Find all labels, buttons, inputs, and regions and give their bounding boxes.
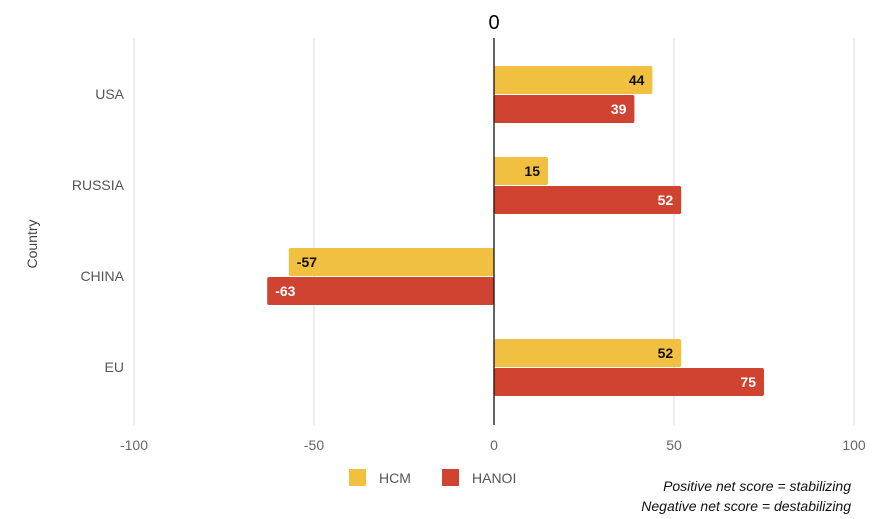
note-positive: Positive net score = stabilizing (663, 478, 851, 494)
x-tick-label: -100 (120, 437, 148, 453)
bar-hanoi (494, 186, 682, 214)
data-label: -63 (275, 283, 295, 299)
zero-annotation: 0 (488, 12, 499, 34)
legend-swatch-hanoi (442, 469, 459, 486)
bar-hcm (494, 339, 682, 367)
x-tick-label: 0 (490, 437, 498, 453)
data-label: 75 (740, 374, 756, 390)
bar-hcm (494, 66, 653, 94)
legend: HCM HANOI (349, 469, 516, 486)
bar-hanoi (494, 95, 635, 123)
x-tick-label: 100 (842, 437, 866, 453)
category-label: CHINA (80, 268, 124, 284)
bar-hcm (288, 248, 494, 276)
gridlines (133, 38, 855, 425)
note-negative: Negative net score = destabilizing (641, 498, 851, 514)
data-label: 15 (524, 163, 540, 179)
data-label: 52 (658, 192, 674, 208)
score-notes: Positive net score = stabilizing Negativ… (641, 476, 851, 516)
legend-swatch-hcm (349, 469, 366, 486)
bar-hanoi (494, 368, 764, 396)
x-tick-label: -50 (304, 437, 324, 453)
axes: -100 -50 0 50 100 USA RUSSIA CHINA EU 0 Country (24, 12, 866, 453)
category-label: RUSSIA (72, 177, 125, 193)
legend-label-hcm: HCM (379, 470, 411, 486)
data-label: 39 (611, 101, 627, 117)
y-axis-title: Country (24, 219, 40, 268)
data-label: -57 (297, 254, 317, 270)
category-label: USA (95, 86, 124, 102)
legend-label-hanoi: HANOI (472, 470, 516, 486)
category-label: EU (105, 359, 124, 375)
data-label: 52 (658, 345, 674, 361)
bar-hcm (494, 157, 548, 185)
x-tick-label: 50 (666, 437, 682, 453)
bar-hanoi (267, 277, 494, 305)
data-label: 44 (629, 72, 645, 88)
